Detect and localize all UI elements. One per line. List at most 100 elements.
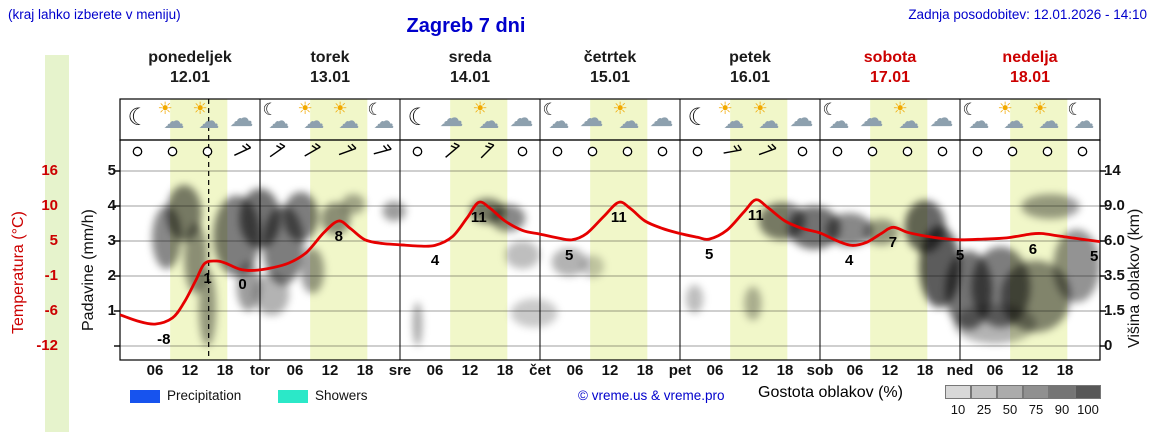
x-label: sob — [806, 362, 834, 379]
wind-calm-icon — [902, 146, 913, 157]
wind-barb-icon — [338, 147, 357, 156]
density-value: 25 — [976, 402, 992, 417]
temp-value-label: -8 — [157, 330, 171, 348]
temp-tick: -1 — [44, 267, 58, 284]
sun-cloud-glyph: ☁ — [618, 109, 640, 133]
moon-cloud-icon: ☾ ☁ — [541, 101, 575, 137]
menu-hint: (kraj lahko izberete v meniju) — [8, 7, 181, 22]
wind-calm-icon — [202, 146, 213, 157]
wind-calm-icon — [832, 146, 843, 157]
sun-cloud-glyph: ☀ — [752, 99, 768, 119]
sun-cloud-glyph: ☀ — [717, 99, 733, 119]
x-label: 18 — [356, 362, 374, 379]
x-label: 18 — [776, 362, 794, 379]
moon-cloud-glyph: ☁ — [828, 109, 850, 133]
cloud-icon: ☁ — [576, 101, 610, 137]
cloud-icon: ☁ — [226, 101, 260, 137]
wind-calm-icon — [552, 146, 563, 157]
cloud-icon: ☁ — [926, 101, 960, 137]
sun-cloud-glyph: ☀ — [892, 99, 908, 119]
wind-barb-icon — [445, 145, 460, 158]
precip-tick: 2 — [107, 267, 116, 284]
temp-value-label: 4 — [844, 251, 854, 269]
sun-cloud-glyph: ☀ — [157, 99, 173, 119]
wind-calm-icon — [797, 146, 808, 157]
moon-cloud-glyph: ☁ — [548, 109, 570, 133]
temp-value-label: 1 — [203, 269, 212, 287]
sun-cloud-icon: ☀ ☁ — [716, 101, 750, 137]
showers-label: Showers — [315, 388, 368, 403]
wind-calm-icon — [412, 146, 423, 157]
day-name-torek: torek — [310, 49, 350, 66]
temp-value-label: 4 — [430, 252, 440, 270]
x-label: 12 — [461, 362, 479, 379]
sun-cloud-icon: ☀ ☁ — [331, 101, 365, 137]
temp-tick: -12 — [36, 337, 58, 354]
sun-cloud-glyph: ☁ — [1003, 109, 1025, 133]
cloud-glyph: ☁ — [229, 104, 254, 132]
sun-cloud-icon: ☀ ☁ — [471, 101, 505, 137]
cloud-glyph: ☁ — [929, 104, 954, 132]
sun-cloud-icon: ☀ ☁ — [156, 101, 190, 137]
sun-cloud-glyph: ☀ — [297, 99, 313, 119]
sun-cloud-glyph: ☀ — [332, 99, 348, 119]
wind-calm-icon — [1007, 146, 1018, 157]
cloud-tick: 6.0 — [1104, 232, 1125, 249]
x-label: 06 — [706, 362, 724, 379]
cloud-icon: ☁ — [646, 101, 680, 137]
x-label: 06 — [146, 362, 164, 379]
day-name-petek: petek — [729, 49, 771, 66]
cloud-shading — [152, 185, 1100, 346]
moon-cloud-icon: ☾ ☁ — [366, 101, 400, 137]
moon-cloud-glyph: ☾ — [542, 100, 558, 120]
x-label: 12 — [321, 362, 339, 379]
x-label: 06 — [986, 362, 1004, 379]
sun-cloud-glyph: ☀ — [472, 99, 488, 119]
wind-calm-icon — [867, 146, 878, 157]
sun-cloud-glyph: ☀ — [192, 99, 208, 119]
wind-calm-icon — [587, 146, 598, 157]
sun-cloud-glyph: ☁ — [198, 109, 220, 133]
frame — [119, 98, 1101, 361]
copyright-link[interactable]: © vreme.us & vreme.pro — [578, 388, 725, 403]
wind-barb-icon — [304, 146, 321, 157]
temp-value-label: 6 — [1028, 240, 1038, 258]
precipitation-label: Precipitation — [167, 388, 242, 403]
density-value: 10 — [950, 402, 966, 417]
sun-cloud-icon: ☀ ☁ — [191, 101, 225, 137]
cloud-icon: ☁ — [786, 101, 820, 137]
wind-calm-icon — [1042, 146, 1053, 157]
cloud-tick: 3.5 — [1104, 267, 1125, 284]
precipitation-color-swatch — [130, 390, 160, 403]
temp-tick: 16 — [41, 162, 58, 179]
temp-value-label: 11 — [470, 209, 487, 227]
moon-cloud-glyph: ☾ — [367, 100, 383, 120]
wind-calm-icon — [692, 146, 703, 157]
wind-calm-icon — [167, 146, 178, 157]
day-date: 14.01 — [449, 69, 491, 86]
moon-cloud-icon: ☾ ☁ — [1066, 101, 1100, 137]
moon-cloud-glyph: ☾ — [962, 100, 978, 120]
temp-tick: 10 — [41, 197, 58, 214]
moon-glyph: ☾ — [127, 103, 150, 131]
wind-row — [132, 142, 1088, 159]
moon-cloud-icon: ☾ ☁ — [961, 101, 995, 137]
cloud-icon: ☁ — [436, 101, 470, 137]
x-label: pet — [668, 362, 692, 379]
wind-calm-icon — [657, 146, 668, 157]
sun-cloud-glyph: ☁ — [898, 109, 920, 133]
precip-tick: 5 — [107, 162, 116, 179]
temp-value-label: 5 — [955, 246, 965, 264]
moon-icon: ☾ — [121, 101, 155, 137]
wind-calm-icon — [937, 146, 948, 157]
sun-cloud-icon: ☀ ☁ — [1031, 101, 1065, 137]
density-swatch — [1075, 385, 1101, 399]
sun-cloud-glyph: ☁ — [723, 109, 745, 133]
cloud-glyph: ☁ — [439, 104, 464, 132]
density-swatch — [997, 385, 1023, 399]
day-date: 16.01 — [729, 69, 771, 86]
x-label: 18 — [216, 362, 234, 379]
wind-barb-icon — [373, 148, 392, 155]
